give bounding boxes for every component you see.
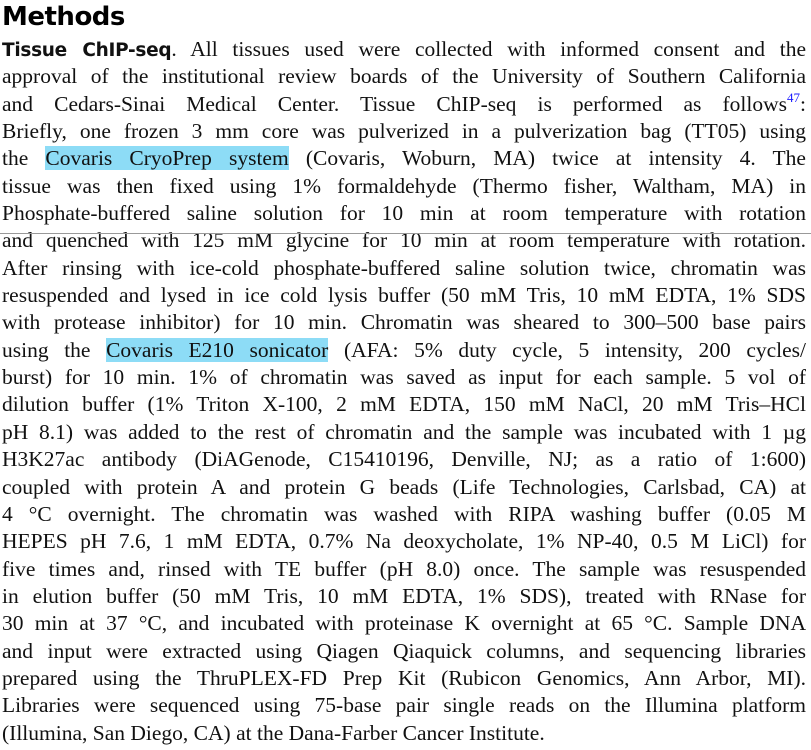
highlighted-text[interactable]: Covaris E210 sonicator — [106, 337, 329, 362]
text-line: prepared using the ThruPLEX-FD Prep Kit … — [2, 665, 806, 690]
divider — [0, 233, 811, 234]
text-line: pH 8.1) was added to the rest of chromat… — [2, 419, 806, 444]
text-line: resuspended and lysed in ice cold lysis … — [2, 283, 806, 308]
text-line: the Covaris CryoPrep system (Covaris, Wo… — [2, 145, 806, 172]
highlighted-text[interactable]: Covaris CryoPrep system — [45, 146, 289, 171]
text-span: and Cedars-Sinai Medical Center. Tissue … — [2, 91, 788, 116]
text-line: 4 °C overnight. The chromatin was washed… — [2, 501, 806, 526]
text-span: (Covaris, Woburn, MA) twice at intensity… — [288, 146, 806, 171]
text-line: HEPES pH 7.6, 1 mM EDTA, 0.7% Na deoxych… — [2, 529, 806, 554]
text-span: using the — [2, 337, 107, 362]
subsection-lead: Tissue ChIP-seq — [2, 40, 172, 61]
text-line: After rinsing with ice-cold phosphate-bu… — [2, 255, 806, 280]
text-line: (Illumina, San Diego, CA) at the Dana-Fa… — [2, 720, 545, 745]
text-line: and Cedars-Sinai Medical Center. Tissue … — [2, 91, 806, 118]
text-line: dilution buffer (1% Triton X-100, 2 mM E… — [2, 392, 806, 417]
text-line: in elution buffer (50 mM Tris, 10 mM EDT… — [2, 583, 806, 608]
text-span: the — [2, 146, 46, 171]
text-line: Libraries were sequenced using 75-base p… — [2, 693, 806, 718]
text-span: (AFA: 5% duty cycle, 5 intensity, 200 cy… — [328, 337, 806, 362]
text-line: H3K27ac antibody (DiAGenode, C15410196, … — [2, 447, 806, 472]
text-line: and input were extracted using Qiagen Qi… — [2, 638, 806, 663]
reference-link[interactable]: 47 — [787, 90, 801, 105]
text-line: tissue was then fixed using 1% formaldeh… — [2, 173, 806, 198]
text-line: five times and, rinsed with TE buffer (p… — [2, 556, 806, 581]
text-line: approval of the institutional review boa… — [2, 64, 806, 89]
text-line: Tissue ChIP-seq. All tissues used were c… — [2, 36, 806, 63]
methods-paragraph: Tissue ChIP-seq. All tissues used were c… — [2, 36, 806, 747]
text-line: using the Covaris E210 sonicator (AFA: 5… — [2, 337, 806, 364]
text-span: . All tissues used were collected with i… — [171, 37, 806, 61]
text-line: coupled with protein A and protein G bea… — [2, 474, 806, 499]
text-line: burst) for 10 min. 1% of chromatin was s… — [2, 365, 806, 390]
text-span: : — [800, 91, 806, 116]
text-line: Briefly, one frozen 3 mm core was pulver… — [2, 119, 806, 144]
section-heading: Methods — [2, 2, 125, 32]
text-line: with protease inhibitor) for 10 min. Chr… — [2, 310, 806, 335]
text-line: 30 min at 37 °C, and incubated with prot… — [2, 611, 806, 636]
text-line: and quenched with 125 mM glycine for 10 … — [2, 228, 806, 253]
text-line: Phosphate-buffered saline solution for 1… — [2, 201, 806, 226]
